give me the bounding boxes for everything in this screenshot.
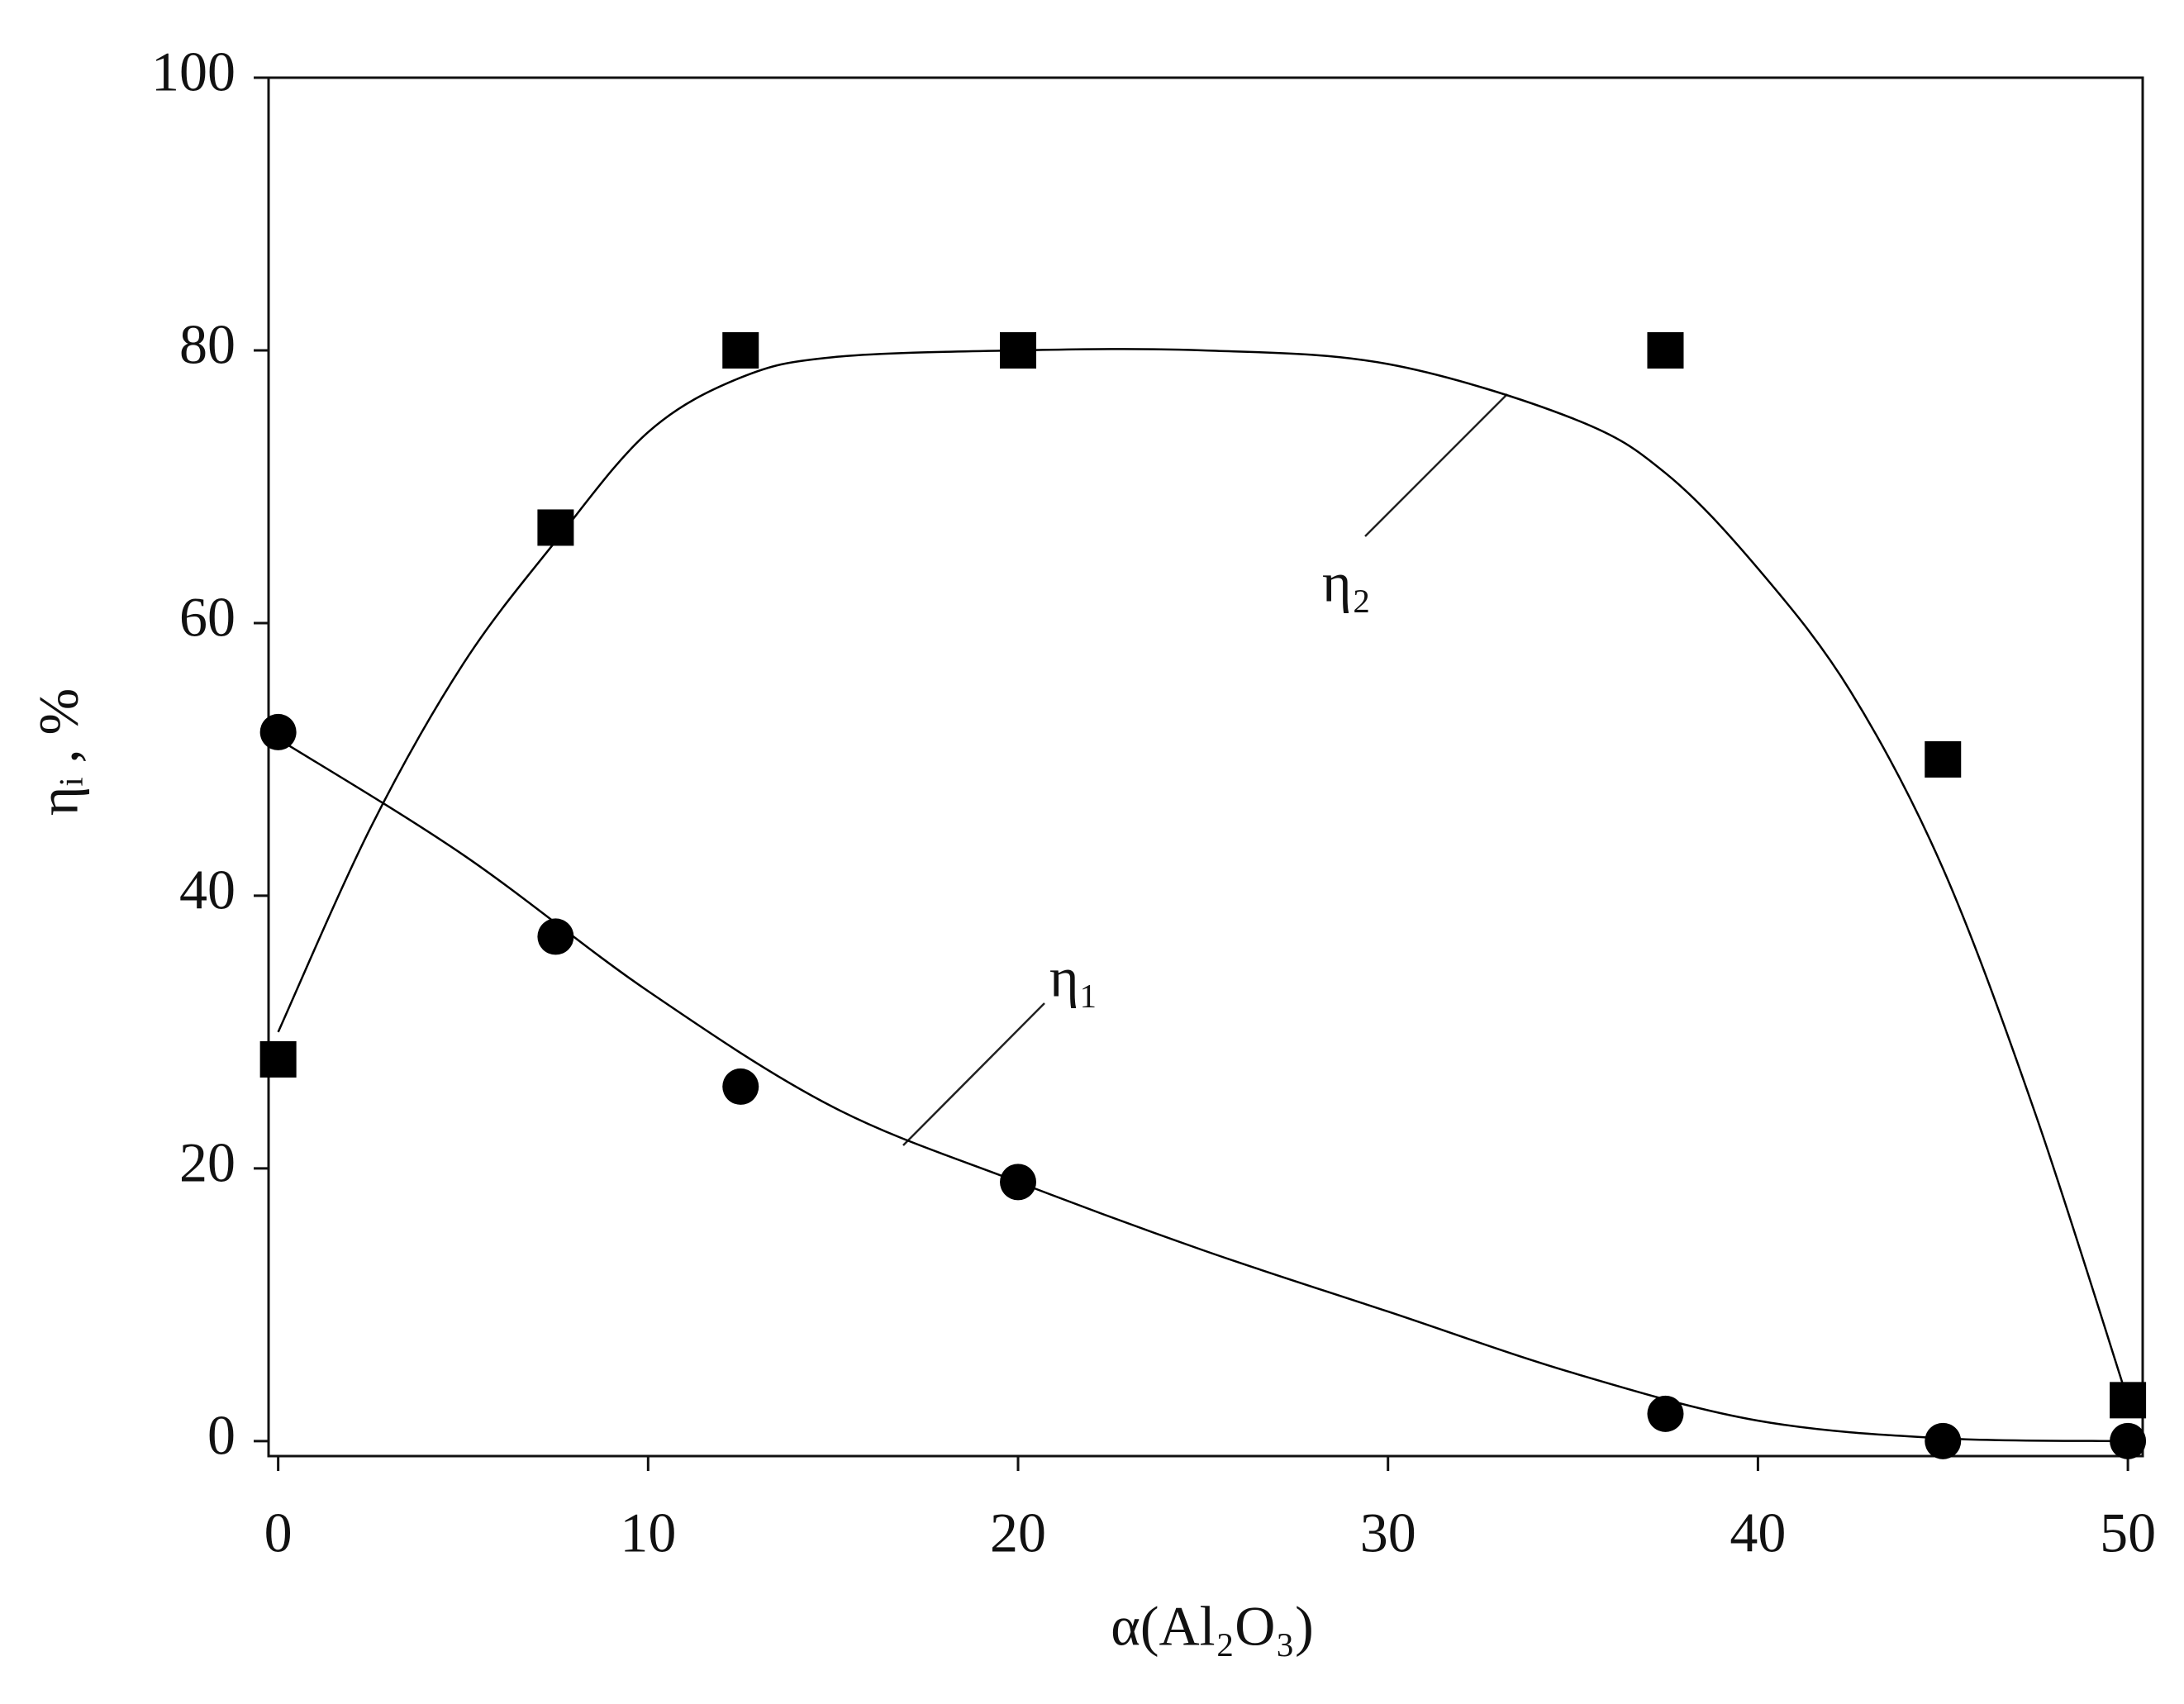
y-tick-label: 60: [179, 586, 236, 649]
plot-frame: [267, 76, 2144, 1458]
square-marker: [1925, 740, 1962, 778]
y-tick-label: 0: [207, 1403, 236, 1466]
annotation-leader: [1364, 393, 1508, 537]
x-tick-label: 10: [620, 1502, 676, 1564]
circle-marker: [259, 713, 297, 750]
square-marker: [1647, 331, 1684, 369]
y-axis-label: ηᵢ , %: [27, 688, 90, 816]
x-tick-label: 20: [990, 1502, 1046, 1564]
circle-marker: [722, 1068, 759, 1105]
x-tick-label: 30: [1360, 1502, 1416, 1564]
square-marker: [2110, 1382, 2147, 1419]
circle-marker: [537, 918, 574, 955]
circle-marker: [2110, 1422, 2147, 1459]
square-marker: [722, 331, 759, 369]
circle-marker: [1000, 1164, 1037, 1201]
fit-curve: [277, 348, 2129, 1401]
y-tick-label: 40: [179, 859, 236, 921]
x-tick-label: 0: [264, 1502, 293, 1564]
y-tick-label: 80: [179, 313, 236, 376]
y-tick-label: 20: [179, 1130, 236, 1193]
x-tick-label: 50: [2100, 1502, 2156, 1564]
y-tick-label: 100: [151, 40, 236, 103]
x-tick-label: 40: [1730, 1502, 1786, 1564]
series-label: η₁: [1049, 946, 1098, 1009]
annotation-leader: [902, 1002, 1045, 1146]
x-axis-label: α(Al₂O₃): [1111, 1595, 1313, 1658]
square-marker: [259, 1040, 297, 1078]
square-marker: [1000, 331, 1037, 369]
series-label: η₂: [1322, 551, 1371, 614]
fit-curve: [277, 738, 2129, 1443]
circle-marker: [1647, 1395, 1684, 1432]
square-marker: [537, 509, 574, 546]
circle-marker: [1925, 1422, 1962, 1459]
